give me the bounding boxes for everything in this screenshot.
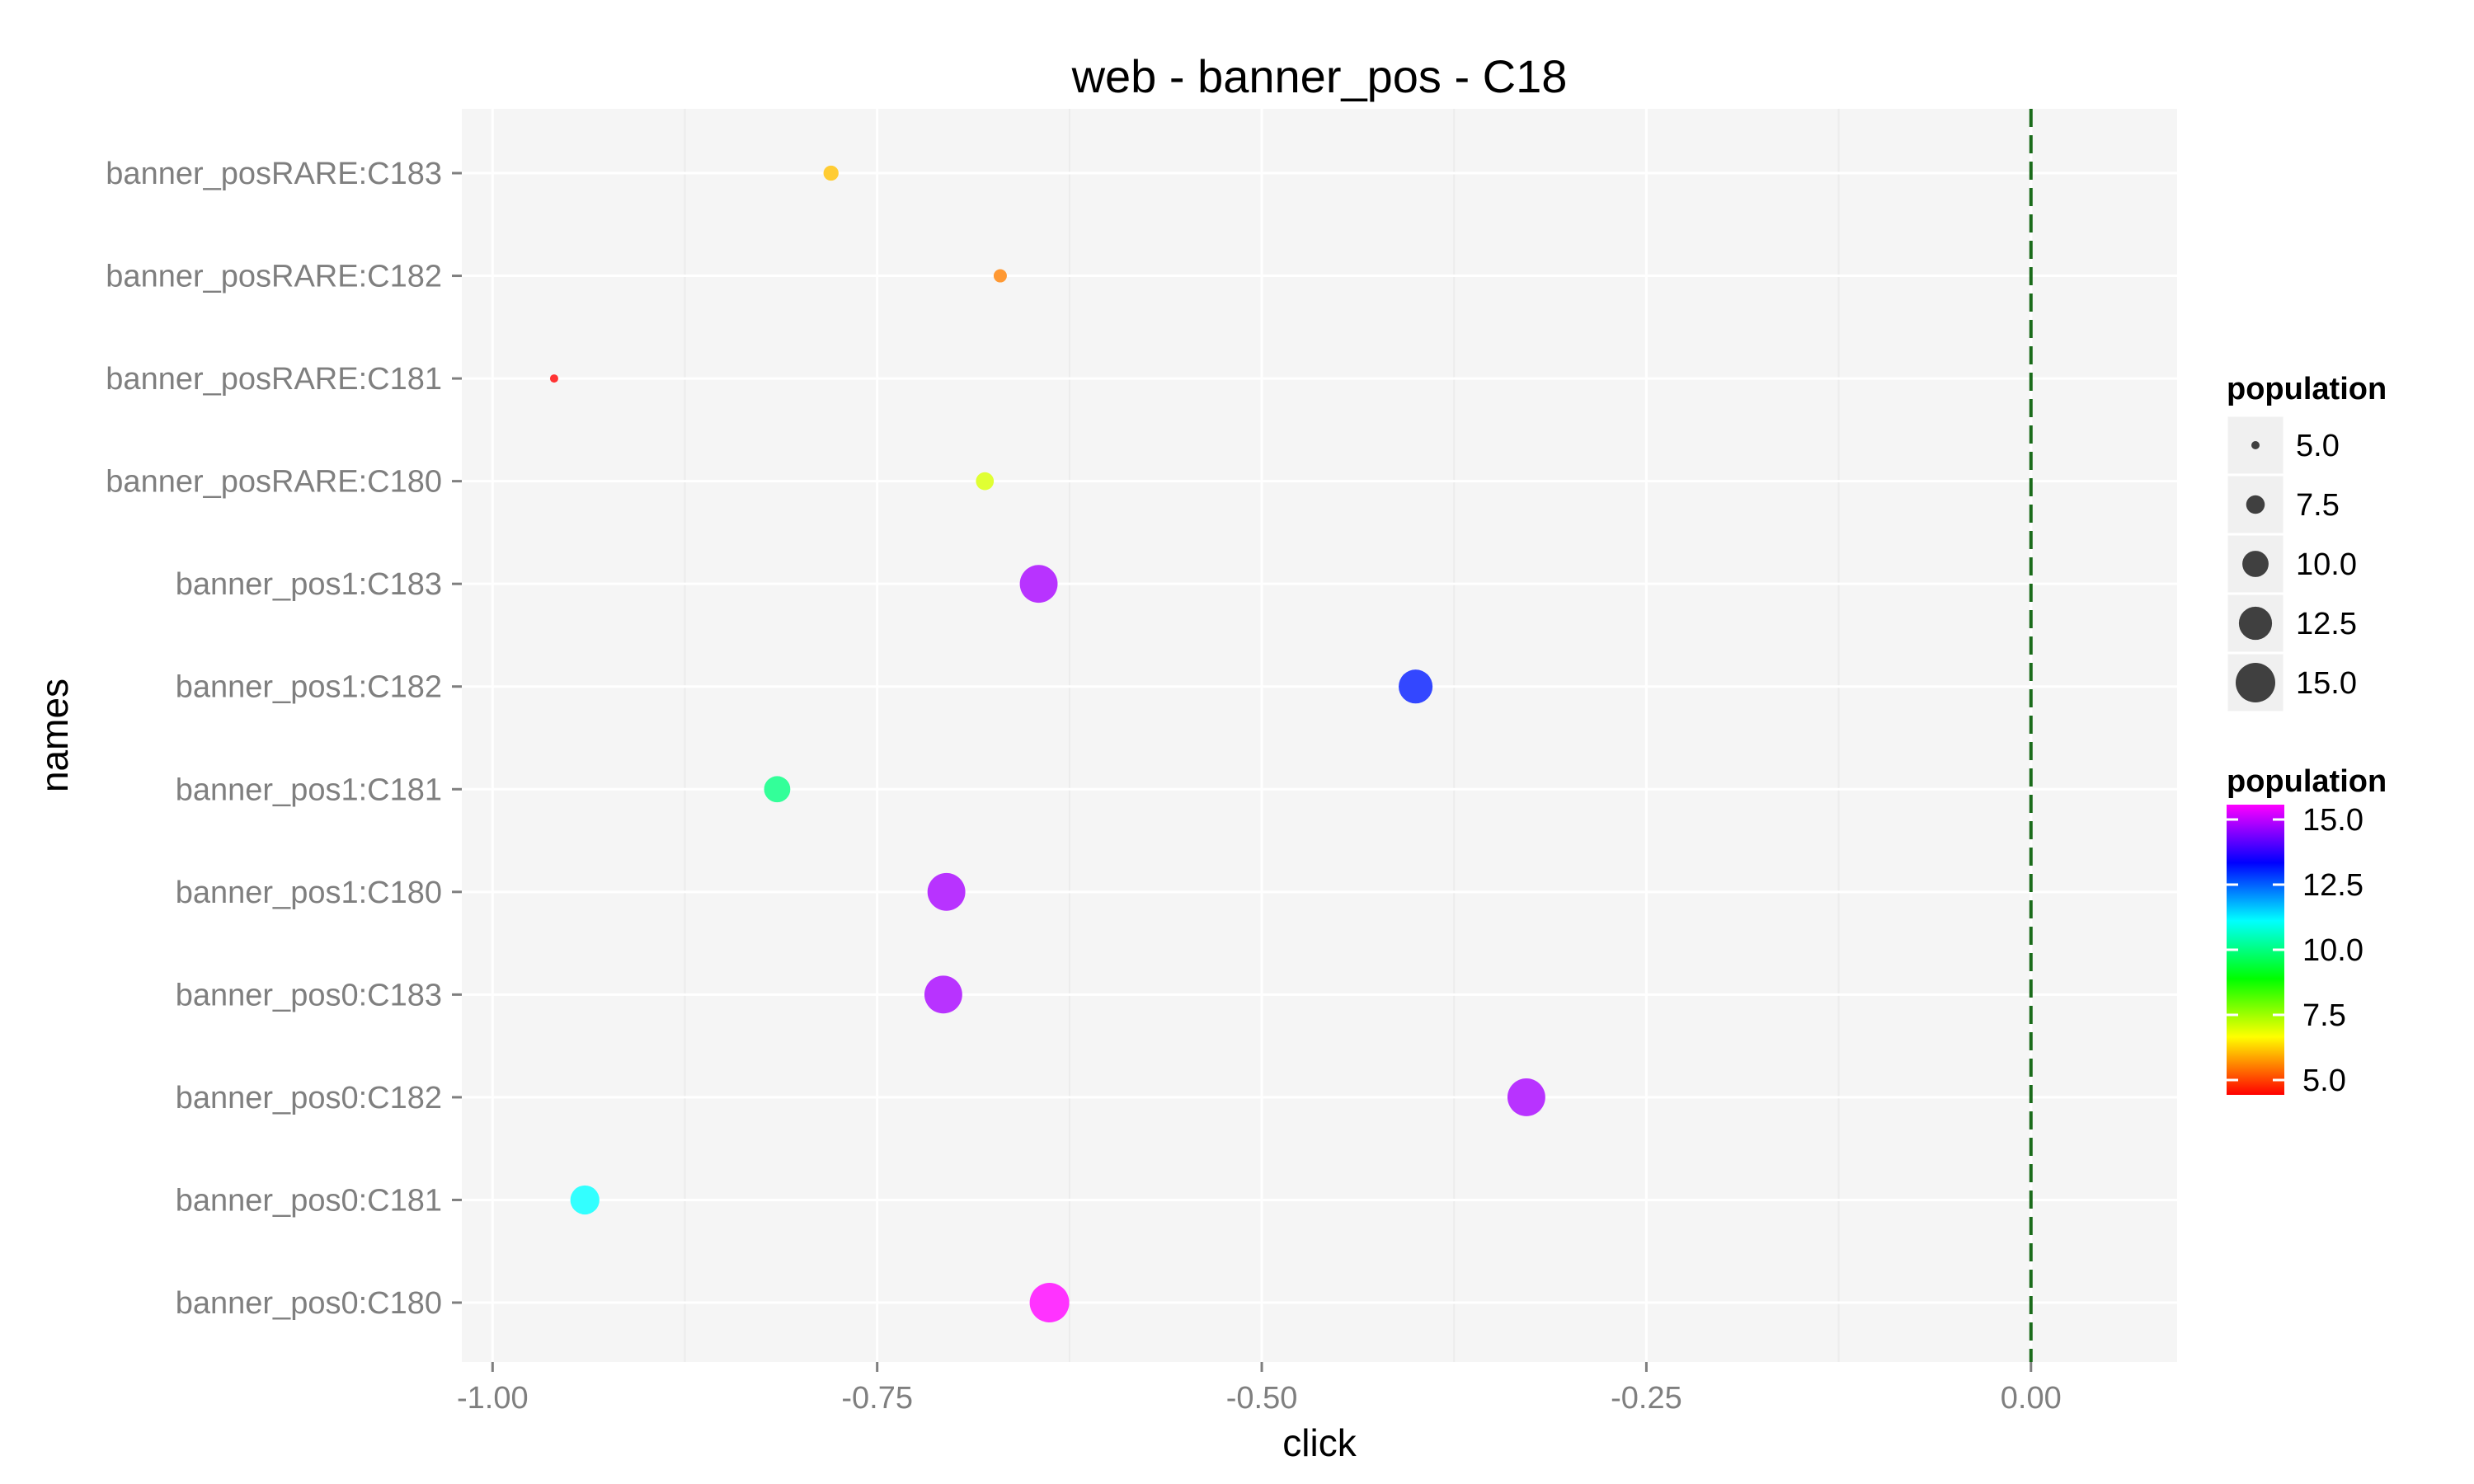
data-point <box>549 374 558 383</box>
y-tick-label: banner_posRARE:C180 <box>106 465 442 500</box>
data-point <box>1399 669 1433 704</box>
size-legend-label: 12.5 <box>2296 607 2357 641</box>
y-tick-label: banner_posRARE:C183 <box>106 157 442 191</box>
data-point <box>764 776 791 803</box>
size-legend-point <box>2242 551 2269 577</box>
x-axis-title: click <box>1282 1421 1357 1464</box>
size-legend-label: 10.0 <box>2296 547 2357 582</box>
y-tick-label: banner_pos1:C182 <box>176 670 442 705</box>
data-point <box>976 472 995 491</box>
x-tick-label: -0.75 <box>841 1381 913 1416</box>
y-tick-label: banner_pos0:C182 <box>176 1081 442 1115</box>
color-legend-title: population <box>2227 764 2387 799</box>
size-legend-point <box>2251 441 2260 449</box>
y-tick-label: banner_pos0:C180 <box>176 1286 442 1321</box>
size-legend-point <box>2246 495 2265 514</box>
data-point <box>570 1185 600 1215</box>
x-tick-label: -0.25 <box>1611 1381 1682 1416</box>
y-tick-label: banner_posRARE:C181 <box>106 362 442 397</box>
y-tick-label: banner_pos1:C183 <box>176 567 442 602</box>
chart-title: web - banner_pos - C18 <box>1071 50 1568 102</box>
color-legend-label: 10.0 <box>2302 933 2363 968</box>
data-point <box>823 165 839 181</box>
size-legend-point <box>2236 663 2275 702</box>
x-tick-label: -0.50 <box>1226 1381 1298 1416</box>
color-legend-label: 15.0 <box>2302 803 2363 838</box>
y-tick-label: banner_pos1:C181 <box>176 773 442 807</box>
data-point <box>1507 1078 1545 1116</box>
size-legend-label: 7.5 <box>2296 488 2340 523</box>
color-legend-label: 5.0 <box>2302 1064 2346 1098</box>
data-point <box>924 975 962 1014</box>
size-legend-label: 15.0 <box>2296 666 2357 701</box>
y-tick-label: banner_pos0:C183 <box>176 978 442 1012</box>
data-point <box>993 269 1007 283</box>
color-legend-label: 12.5 <box>2302 868 2363 903</box>
plot-panel <box>462 109 2177 1362</box>
data-point <box>1019 565 1058 603</box>
y-axis-title: names <box>33 679 76 792</box>
size-legend-label: 5.0 <box>2296 429 2340 463</box>
data-point <box>1029 1283 1070 1322</box>
data-point <box>927 872 966 911</box>
size-legend-point <box>2238 606 2273 641</box>
y-tick-label: banner_pos1:C180 <box>176 876 442 910</box>
color-legend-label: 7.5 <box>2302 998 2346 1033</box>
y-tick-label: banner_posRARE:C182 <box>106 260 442 294</box>
x-tick-label: -1.00 <box>457 1381 529 1416</box>
x-tick-label: 0.00 <box>2001 1381 2062 1416</box>
y-tick-label: banner_pos0:C181 <box>176 1183 442 1218</box>
size-legend-title: population <box>2227 372 2387 406</box>
